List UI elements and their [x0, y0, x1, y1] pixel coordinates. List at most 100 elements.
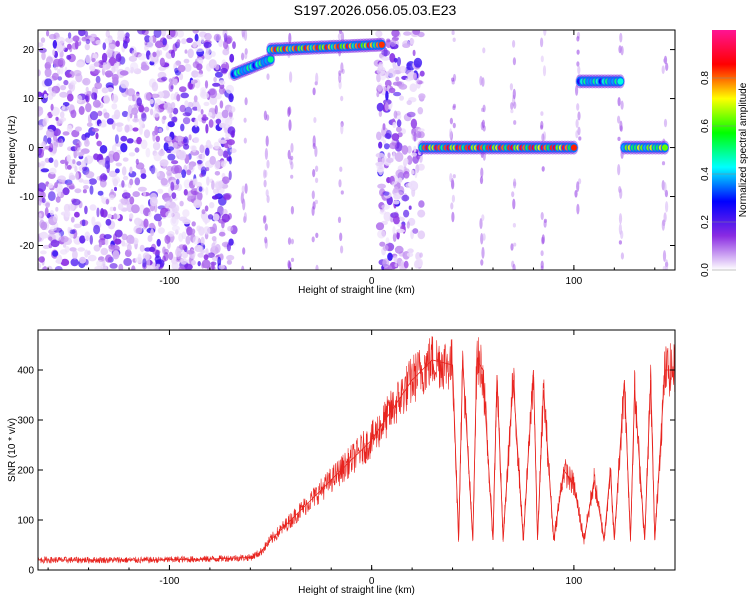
noise-blob — [412, 49, 416, 57]
noise-blob — [201, 152, 205, 162]
noise-blob — [104, 70, 114, 78]
streak-blob — [339, 232, 343, 242]
noise-blob — [399, 65, 407, 74]
noise-blob — [116, 125, 123, 132]
y-tick-label: 300 — [17, 416, 34, 427]
noise-blob — [160, 178, 168, 186]
noise-blob — [225, 84, 235, 94]
noise-blob — [76, 150, 80, 157]
noise-blob — [95, 132, 99, 140]
noise-blob — [114, 186, 117, 192]
noise-blob — [136, 136, 143, 145]
noise-blob — [152, 51, 157, 58]
noise-blob — [131, 204, 140, 214]
colorbar-tick-label: 0.2 — [700, 215, 711, 229]
noise-blob — [203, 41, 212, 49]
noise-blob — [38, 146, 43, 156]
streak-blob — [509, 83, 513, 91]
noise-blob — [162, 115, 167, 121]
noise-blob — [195, 47, 204, 53]
noise-blob — [155, 50, 161, 58]
noise-blob — [61, 104, 66, 111]
noise-blob — [103, 94, 110, 105]
noise-blob — [205, 47, 211, 55]
noise-blob — [153, 213, 163, 222]
noise-blob — [52, 58, 62, 67]
noise-blob — [128, 55, 138, 62]
streak-blob — [451, 194, 455, 203]
noise-blob — [200, 91, 210, 100]
noise-blob — [214, 181, 223, 191]
noise-blob — [143, 190, 147, 197]
noise-blob — [57, 187, 61, 198]
noise-blob — [395, 76, 400, 82]
noise-blob — [88, 37, 95, 42]
noise-blob — [165, 136, 172, 142]
noise-blob — [135, 158, 139, 165]
noise-blob — [83, 185, 89, 190]
noise-blob — [167, 153, 176, 161]
noise-blob — [127, 112, 131, 122]
noise-blob — [89, 111, 99, 121]
noise-blob — [118, 33, 126, 38]
noise-blob — [41, 51, 46, 61]
noise-blob — [82, 77, 91, 86]
noise-blob — [69, 229, 76, 235]
noise-blob — [71, 129, 80, 138]
streak-blob — [512, 223, 517, 228]
noise-blob — [115, 162, 123, 167]
noise-blob — [188, 134, 192, 141]
noise-blob — [417, 230, 426, 240]
noise-blob — [399, 216, 405, 222]
noise-blob — [398, 83, 408, 90]
noise-blob — [93, 224, 101, 235]
noise-blob — [182, 219, 191, 225]
noise-blob — [199, 173, 204, 178]
noise-blob — [391, 181, 396, 187]
noise-blob — [137, 53, 147, 61]
noise-blob — [84, 155, 94, 165]
noise-blob — [77, 247, 86, 252]
noise-blob — [191, 260, 196, 266]
spectrogram-x-axis-label: Height of straight line (km) — [298, 285, 415, 296]
noise-blob — [94, 82, 102, 90]
noise-blob — [392, 121, 397, 128]
noise-blob — [408, 205, 412, 210]
noise-blob — [56, 43, 63, 53]
noise-blob — [165, 210, 174, 218]
noise-blob — [66, 124, 73, 133]
noise-blob — [183, 263, 193, 270]
noise-blob — [382, 258, 390, 269]
streak-blob — [244, 97, 248, 106]
x-tick-label: 100 — [566, 576, 583, 587]
noise-blob — [48, 236, 53, 241]
noise-blob — [159, 57, 165, 67]
noise-blob — [55, 196, 61, 203]
noise-blob — [121, 200, 131, 206]
noise-blob — [393, 255, 398, 263]
noise-blob — [182, 117, 191, 125]
noise-blob — [93, 244, 101, 252]
noise-blob — [67, 32, 72, 39]
noise-blob — [143, 106, 150, 113]
noise-blob — [60, 258, 70, 266]
noise-blob — [62, 187, 70, 196]
noise-blob — [149, 222, 155, 229]
noise-blob — [409, 38, 415, 45]
noise-blob — [378, 141, 383, 149]
streak-blob — [482, 233, 486, 241]
noise-blob — [186, 250, 195, 255]
noise-blob — [102, 174, 108, 181]
streak-blob — [338, 73, 342, 83]
streak-blob — [288, 32, 292, 44]
noise-blob — [382, 244, 389, 251]
streak-blob — [620, 252, 625, 260]
streak-blob — [513, 101, 517, 109]
streak-blob — [452, 103, 456, 109]
x-tick-label: -100 — [159, 576, 179, 587]
noise-blob — [375, 152, 385, 158]
streak-blob — [340, 95, 344, 102]
noise-blob — [47, 137, 52, 145]
noise-blob — [129, 213, 134, 220]
noise-blob — [221, 109, 229, 119]
